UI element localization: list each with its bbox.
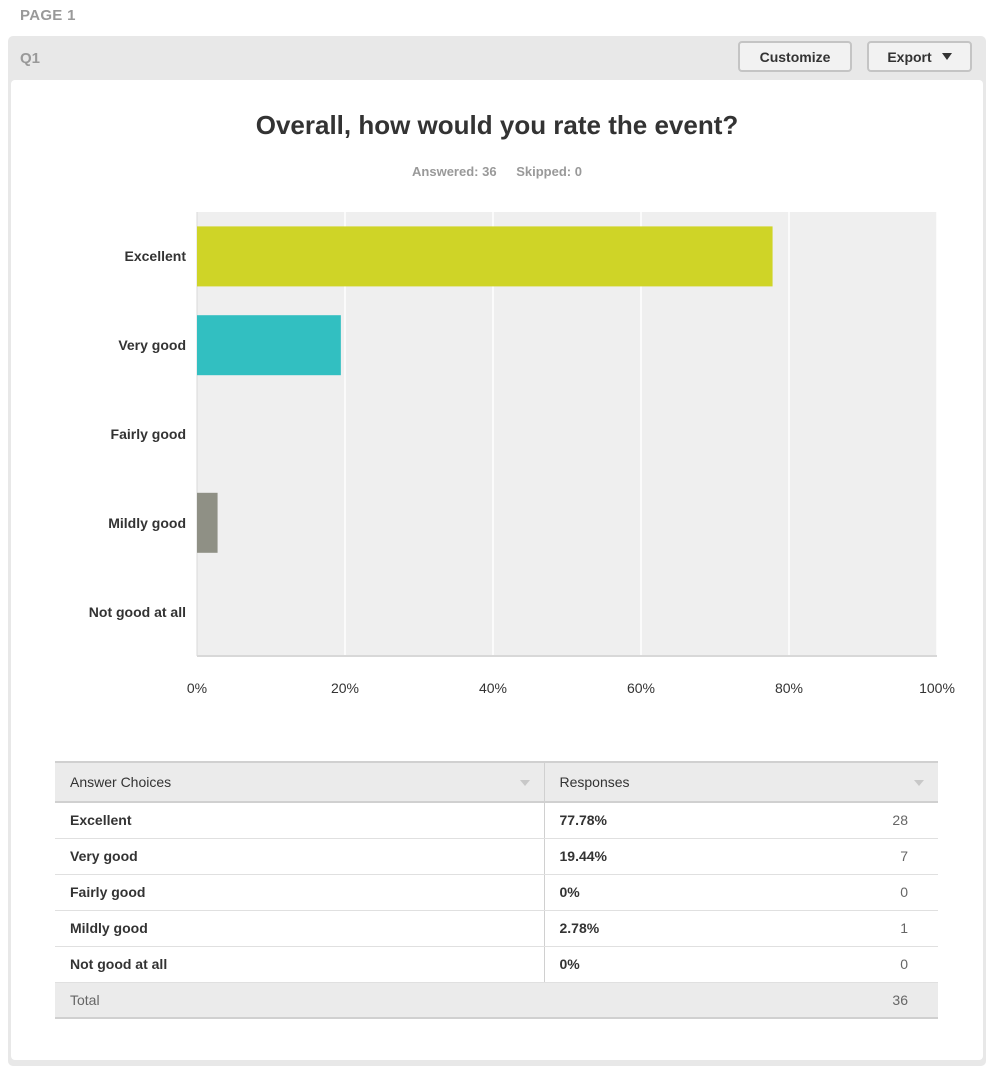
total-spacer bbox=[544, 981, 818, 1019]
header-responses-label: Responses bbox=[559, 774, 630, 790]
export-button[interactable]: Export bbox=[867, 41, 972, 72]
table-row: Mildly good 2.78% 1 bbox=[55, 910, 938, 947]
bar[interactable] bbox=[197, 315, 341, 376]
row-choice: Mildly good bbox=[55, 910, 545, 947]
row-choice: Excellent bbox=[55, 802, 545, 839]
row-count: 28 bbox=[818, 802, 938, 839]
chart-title: Overall, how would you rate the event? bbox=[255, 110, 739, 140]
answered-count: Answered: 36 bbox=[412, 164, 497, 179]
total-row: Total 36 bbox=[55, 981, 938, 1019]
bar[interactable] bbox=[197, 492, 218, 553]
category-label: Excellent bbox=[124, 248, 186, 265]
header-responses[interactable]: Responses bbox=[544, 761, 938, 803]
total-count: 36 bbox=[818, 981, 938, 1019]
x-tick-label: 60% bbox=[626, 680, 656, 696]
row-count: 0 bbox=[818, 874, 938, 911]
chart-canvas bbox=[196, 212, 938, 657]
table-header-row: Answer Choices Responses bbox=[55, 761, 938, 803]
sort-caret-icon[interactable] bbox=[519, 780, 530, 786]
x-tick-label: 40% bbox=[478, 680, 508, 696]
question-id: Q1 bbox=[20, 50, 41, 67]
responses-table: Answer Choices Responses Excellent 77.78… bbox=[55, 761, 938, 1019]
row-choice: Not good at all bbox=[55, 946, 545, 983]
row-count: 0 bbox=[818, 946, 938, 983]
header-answer-choices-label: Answer Choices bbox=[70, 774, 172, 790]
row-percent: 0% bbox=[544, 874, 818, 911]
caret-down-icon bbox=[941, 53, 952, 60]
bar[interactable] bbox=[197, 226, 773, 287]
table-row: Very good 19.44% 7 bbox=[55, 838, 938, 875]
x-tick-label: 80% bbox=[774, 680, 804, 696]
category-label: Mildly good bbox=[108, 514, 186, 531]
page-label: PAGE 1 bbox=[20, 7, 76, 24]
category-label: Fairly good bbox=[110, 426, 186, 442]
x-tick-label: 0% bbox=[186, 680, 208, 696]
response-summary: Answered: 36 Skipped: 0 bbox=[11, 164, 983, 179]
question-panel: Q1 Customize Export Overall, how would y… bbox=[8, 36, 986, 1066]
skipped-count: Skipped: 0 bbox=[516, 164, 582, 179]
header-answer-choices[interactable]: Answer Choices bbox=[55, 761, 545, 803]
customize-button[interactable]: Customize bbox=[738, 41, 852, 72]
row-count: 1 bbox=[818, 910, 938, 947]
total-label: Total bbox=[55, 981, 544, 1019]
x-tick-label: 100% bbox=[919, 680, 955, 696]
table-row: Not good at all 0% 0 bbox=[55, 946, 938, 983]
category-label: Not good at all bbox=[88, 603, 186, 620]
row-choice: Fairly good bbox=[55, 874, 545, 911]
row-percent: 19.44% bbox=[544, 838, 818, 875]
table-row: Fairly good 0% 0 bbox=[55, 874, 938, 911]
row-percent: 0% bbox=[544, 946, 818, 983]
row-percent: 77.78% bbox=[544, 802, 818, 839]
row-choice: Very good bbox=[55, 838, 545, 875]
question-card: Overall, how would you rate the event? A… bbox=[11, 80, 983, 1060]
export-button-label: Export bbox=[887, 48, 932, 65]
sort-caret-icon[interactable] bbox=[914, 780, 924, 786]
customize-button-label: Customize bbox=[759, 48, 831, 65]
row-percent: 2.78% bbox=[544, 910, 818, 947]
category-label: Very good bbox=[118, 337, 186, 354]
table-row: Excellent 77.78% 28 bbox=[55, 802, 938, 839]
row-count: 7 bbox=[818, 838, 938, 875]
bar-chart: 0% 20% 40% 60% 80% 100% Excellent Very good Fair… bbox=[11, 80, 983, 740]
x-tick-label: 20% bbox=[330, 680, 360, 696]
